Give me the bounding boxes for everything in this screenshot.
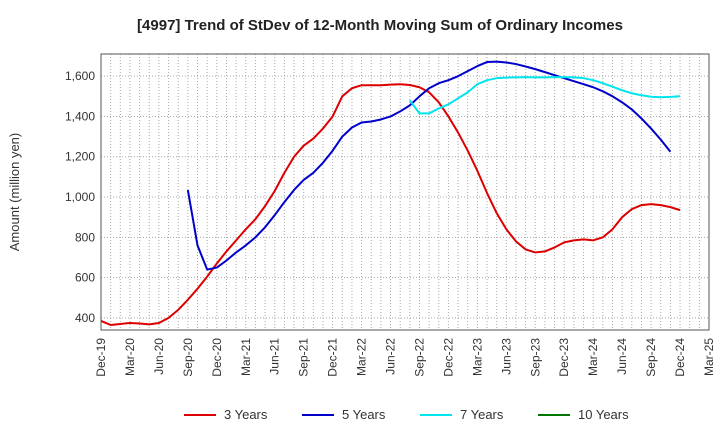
x-tick-label: Mar-21 bbox=[239, 338, 253, 376]
plot-area bbox=[101, 54, 709, 330]
y-tick-labels: 400 600 800 1,000 1,200 1,400 1,600 bbox=[65, 69, 95, 325]
legend: 3 Years 5 Years 7 Years 10 Years bbox=[184, 407, 629, 422]
y-axis-label: Amount (million yen) bbox=[7, 133, 22, 252]
x-tick-label: Jun-23 bbox=[499, 338, 513, 375]
plot-border bbox=[100, 53, 710, 331]
x-tick-label: Sep-23 bbox=[528, 338, 542, 377]
grid bbox=[101, 54, 709, 330]
series-line-7-years bbox=[409, 76, 681, 115]
x-tick-label: Dec-22 bbox=[441, 338, 455, 377]
x-tick-label: Jun-24 bbox=[615, 338, 629, 375]
x-tick-label: Mar-22 bbox=[355, 338, 369, 376]
y-tick-label: 1,600 bbox=[65, 69, 95, 83]
x-tick-label: Sep-21 bbox=[297, 338, 311, 377]
y-tick-label: 1,000 bbox=[65, 190, 95, 204]
series-lines bbox=[100, 60, 681, 326]
x-tick-label: Jun-21 bbox=[268, 338, 282, 375]
x-tick-label: Jun-20 bbox=[152, 338, 166, 375]
x-tick-label: Sep-24 bbox=[644, 338, 658, 377]
y-tick-label: 800 bbox=[75, 230, 95, 244]
x-tick-label: Mar-20 bbox=[123, 338, 137, 376]
x-tick-label: Dec-23 bbox=[557, 338, 571, 377]
y-tick-label: 400 bbox=[75, 311, 95, 325]
y-tick-label: 1,400 bbox=[65, 109, 95, 123]
x-tick-label: Dec-21 bbox=[326, 338, 340, 377]
legend-label: 10 Years bbox=[578, 407, 629, 422]
x-tick-label: Mar-24 bbox=[586, 338, 600, 376]
x-tick-labels: Dec-19 Mar-20 Jun-20 Sep-20 Dec-20 Mar-21 Jun-… bbox=[94, 338, 716, 377]
legend-label: 5 Years bbox=[342, 407, 386, 422]
x-tick-label: Mar-25 bbox=[702, 338, 716, 376]
x-tick-label: Dec-19 bbox=[94, 338, 108, 377]
legend-label: 3 Years bbox=[224, 407, 268, 422]
chart-title: [4997] Trend of StDev of 12-Month Moving… bbox=[137, 17, 623, 34]
y-tick-label: 1,200 bbox=[65, 150, 95, 164]
series-line-5-years bbox=[186, 60, 672, 271]
y-tick-label: 600 bbox=[75, 271, 95, 285]
legend-label: 7 Years bbox=[460, 407, 504, 422]
x-tick-label: Sep-20 bbox=[181, 338, 195, 377]
x-tick-label: Dec-20 bbox=[210, 338, 224, 377]
x-tick-label: Dec-24 bbox=[673, 338, 687, 377]
series-line-3-years bbox=[100, 83, 681, 326]
x-tick-label: Mar-23 bbox=[470, 338, 484, 376]
x-tick-label: Sep-22 bbox=[412, 338, 426, 377]
x-tick-label: Jun-22 bbox=[384, 338, 398, 375]
